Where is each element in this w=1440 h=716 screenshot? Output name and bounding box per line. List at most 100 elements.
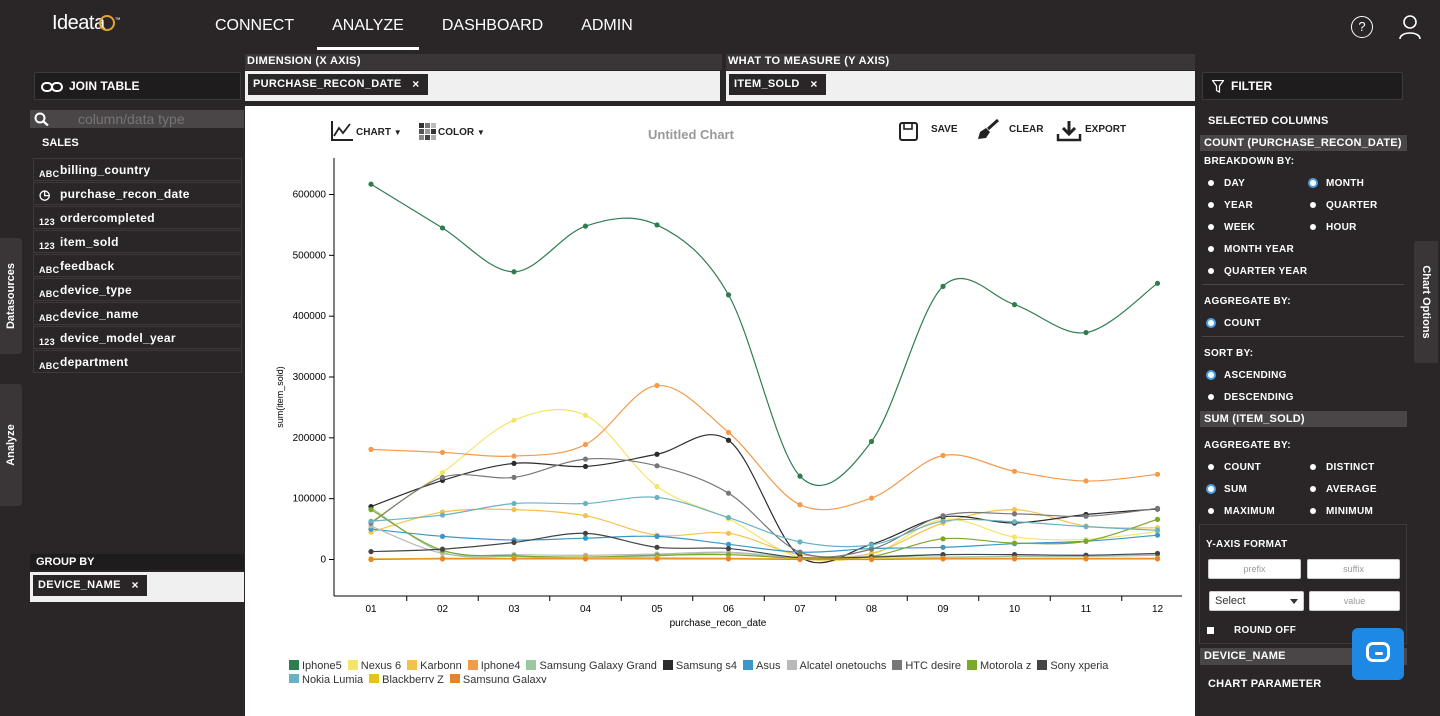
data-point xyxy=(1011,302,1018,308)
color-palette-icon[interactable] xyxy=(419,123,437,141)
aggregate-average[interactable]: AVERAGE xyxy=(1308,484,1377,496)
legend-swatch xyxy=(289,674,299,683)
value-input[interactable]: value xyxy=(1309,591,1400,611)
remove-measure-icon[interactable]: × xyxy=(810,77,818,91)
aggregate-maximum[interactable]: MAXIMUM xyxy=(1206,506,1275,518)
legend-item[interactable]: Iphone4 xyxy=(467,659,520,673)
dimension-dropzone[interactable]: PURCHASE_RECON_DATE × xyxy=(245,71,720,101)
data-point xyxy=(439,512,446,518)
data-point xyxy=(868,438,875,445)
analyze-tab[interactable]: Analyze xyxy=(0,384,22,506)
legend-item[interactable]: Motorola z xyxy=(966,659,1031,673)
data-point xyxy=(582,456,589,462)
data-point xyxy=(582,500,589,507)
column-item[interactable]: ABC device_type xyxy=(33,278,242,301)
nav-dashboard[interactable]: DASHBOARD xyxy=(441,17,544,34)
breakdown-quarter-year[interactable]: QUARTER YEAR xyxy=(1206,266,1307,278)
chat-button[interactable] xyxy=(1352,628,1404,680)
aggregate-sum[interactable]: SUM xyxy=(1206,484,1247,496)
chart-title[interactable]: Untitled Chart xyxy=(648,127,734,142)
legend-item[interactable]: Blackberry Z xyxy=(369,673,444,683)
legend-item[interactable]: Alcatel onetouchs xyxy=(786,659,886,673)
count-column-band[interactable]: COUNT (PURCHASE_RECON_DATE) xyxy=(1200,135,1407,151)
round-off-checkbox[interactable] xyxy=(1207,627,1214,634)
legend-item[interactable]: Asus xyxy=(743,659,781,673)
sum-column-band[interactable]: SUM (ITEM_SOLD) xyxy=(1200,411,1407,427)
aggregate-count-2[interactable]: COUNT xyxy=(1206,462,1261,474)
save-button[interactable]: SAVE xyxy=(931,124,958,135)
line-chart-icon[interactable] xyxy=(330,120,354,142)
data-point xyxy=(368,181,374,187)
chart-options-tab[interactable]: Chart Options xyxy=(1414,241,1438,363)
remove-dimension-icon[interactable]: × xyxy=(412,77,420,91)
breakdown-month-year[interactable]: MONTH YEAR xyxy=(1206,244,1294,256)
chart-parameter-title[interactable]: CHART PARAMETER xyxy=(1208,678,1322,690)
breakdown-hour[interactable]: HOUR xyxy=(1308,222,1357,234)
join-table-button[interactable]: JOIN TABLE xyxy=(34,72,241,100)
column-item[interactable]: ◷ purchase_recon_date xyxy=(33,182,242,205)
export-button[interactable]: EXPORT xyxy=(1085,124,1127,135)
clock-icon: ◷ xyxy=(39,187,51,202)
column-item[interactable]: 123 ordercompleted xyxy=(33,206,242,229)
column-search-input[interactable] xyxy=(60,110,240,128)
breakdown-month[interactable]: MONTH xyxy=(1308,178,1364,190)
legend-item[interactable]: Nokia Lumia xyxy=(289,673,363,683)
legend-item[interactable]: Samsung Galaxy Grand xyxy=(526,659,657,673)
series-line xyxy=(370,508,1158,558)
y-tick-label: 500000 xyxy=(293,250,327,261)
legend-swatch xyxy=(966,660,977,670)
download-icon[interactable] xyxy=(1056,120,1082,142)
data-point xyxy=(439,225,446,231)
column-item[interactable]: ABC feedback xyxy=(33,254,242,277)
nav-analyze[interactable]: ANALYZE xyxy=(317,0,419,50)
remove-group-by-icon[interactable]: × xyxy=(131,578,139,592)
user-icon[interactable] xyxy=(1398,14,1422,40)
legend-item[interactable]: Samsung s4 xyxy=(662,659,737,673)
legend-item[interactable]: Samsung Galaxy xyxy=(449,673,547,683)
measure-dropzone[interactable]: ITEM_SOLD × xyxy=(726,71,1195,101)
data-point xyxy=(1011,511,1018,517)
legend-item[interactable]: Nexus 6 xyxy=(347,659,401,673)
clear-button[interactable]: CLEAR xyxy=(1009,124,1044,135)
column-item[interactable]: ABC department xyxy=(33,350,242,373)
breakdown-quarter[interactable]: QUARTER xyxy=(1308,200,1378,212)
app-logo[interactable]: Ideata ™ xyxy=(52,12,121,34)
legend-item[interactable]: Karbonn xyxy=(407,659,462,673)
group-by-dropzone[interactable]: DEVICE_NAME × xyxy=(30,572,244,602)
legend-item[interactable]: HTC desire xyxy=(892,659,961,673)
filter-button[interactable]: FILTER xyxy=(1202,72,1403,100)
data-point xyxy=(1154,516,1161,522)
column-item[interactable]: ABC billing_country xyxy=(33,158,242,181)
aggregate-count[interactable]: COUNT xyxy=(1206,318,1261,330)
brush-icon[interactable] xyxy=(976,119,1000,141)
group-by-chip[interactable]: DEVICE_NAME × xyxy=(33,575,147,596)
dimension-chip[interactable]: PURCHASE_RECON_DATE × xyxy=(248,74,428,95)
column-item[interactable]: 123 item_sold xyxy=(33,230,242,253)
chart-type-button[interactable]: CHART ▼ xyxy=(356,127,402,138)
data-point xyxy=(654,544,660,550)
suffix-input[interactable]: suffix xyxy=(1307,559,1400,579)
data-point xyxy=(439,533,446,539)
breakdown-week[interactable]: WEEK xyxy=(1206,222,1255,234)
data-point xyxy=(725,437,732,443)
save-icon[interactable] xyxy=(899,122,918,141)
breakdown-day[interactable]: DAY xyxy=(1206,178,1245,190)
aggregate-distinct[interactable]: DISTINCT xyxy=(1308,462,1375,474)
legend-item[interactable]: Iphone5 xyxy=(289,659,342,673)
format-select[interactable]: Select xyxy=(1209,591,1304,611)
nav-admin[interactable]: ADMIN xyxy=(581,17,633,34)
column-item[interactable]: ABC device_name xyxy=(33,302,242,325)
measure-chip[interactable]: ITEM_SOLD × xyxy=(729,74,826,95)
aggregate-minimum[interactable]: MINIMUM xyxy=(1308,506,1373,518)
breakdown-year[interactable]: YEAR xyxy=(1206,200,1253,212)
data-point xyxy=(1011,534,1018,540)
legend-item[interactable]: Sony xperia xyxy=(1037,659,1108,673)
sort-descending[interactable]: DESCENDING xyxy=(1206,392,1294,404)
column-item[interactable]: 123 device_model_year xyxy=(33,326,242,349)
sort-ascending[interactable]: ASCENDING xyxy=(1206,370,1287,382)
nav-connect[interactable]: CONNECT xyxy=(215,17,295,34)
datasources-tab[interactable]: Datasources xyxy=(0,238,22,354)
color-button[interactable]: COLOR ▼ xyxy=(438,127,485,138)
prefix-input[interactable]: prefix xyxy=(1208,559,1301,579)
help-icon[interactable]: ? xyxy=(1351,16,1373,38)
